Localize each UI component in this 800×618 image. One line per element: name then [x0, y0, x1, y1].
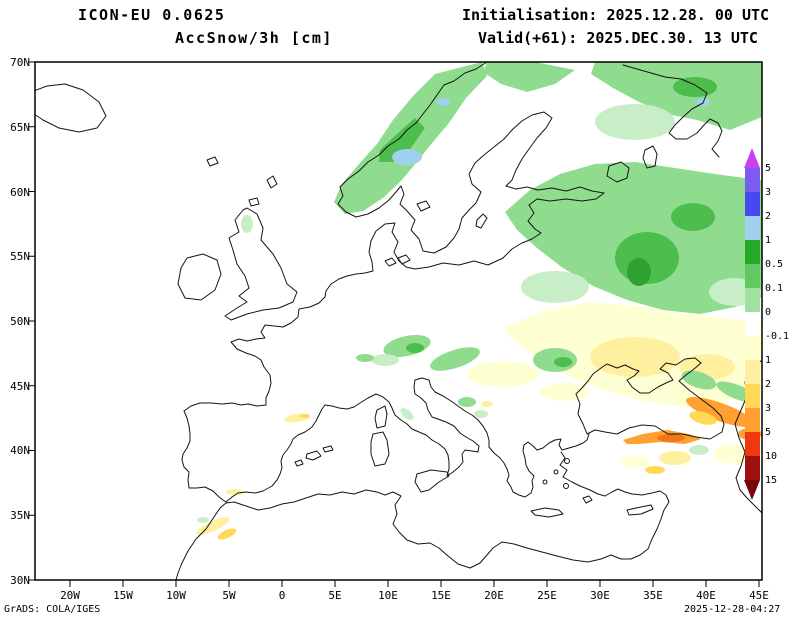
init-time-label: Initialisation: 2025.12.28. 00 UTC: [462, 6, 770, 24]
colorbar-label: 0.1: [765, 283, 784, 294]
colorbar-segment: [744, 408, 760, 432]
colorbar-label: 3: [765, 403, 772, 414]
lat-label: 70N: [10, 56, 30, 69]
variable-title: AccSnow/3h [cm]: [175, 29, 333, 47]
colorbar-label: 1: [765, 355, 772, 366]
lat-label: 45N: [10, 380, 30, 393]
lon-label: 15E: [431, 589, 451, 602]
lon-label: 45E: [749, 589, 769, 602]
colorbar: [744, 148, 760, 500]
lon-label: 10E: [378, 589, 398, 602]
colorbar-body: [744, 168, 760, 480]
lat-label: 50N: [10, 315, 30, 328]
coastlines-layer: [35, 62, 762, 580]
lon-label: 5W: [222, 589, 236, 602]
colorbar-arrow-down: [744, 480, 760, 500]
render-timestamp: 2025-12-28-04:27: [684, 604, 781, 615]
colorbar-segment: [744, 168, 760, 192]
colorbar-label: 0.5: [765, 259, 784, 270]
colorbar-segment: [744, 384, 760, 408]
colorbar-label: 1: [765, 235, 772, 246]
colorbar-label: 5: [765, 427, 772, 438]
lon-label: 15W: [113, 589, 133, 602]
lon-label: 0: [278, 589, 286, 602]
lat-label: 35N: [10, 509, 30, 522]
colorbar-label: 2: [765, 379, 772, 390]
lat-label: 55N: [10, 250, 30, 263]
colorbar-segment: [744, 312, 760, 336]
lon-label: 30E: [590, 589, 610, 602]
colorbar-label: 0: [765, 307, 772, 318]
lat-label: 40N: [10, 444, 30, 457]
snow-shading-layer: [196, 62, 762, 540]
colorbar-segment: [744, 288, 760, 312]
colorbar-label: 10: [765, 451, 778, 462]
lon-label: 20E: [484, 589, 504, 602]
lon-label: 25E: [537, 589, 557, 602]
colorbar-label: -0.1: [765, 331, 790, 342]
map-canvas: [35, 62, 762, 580]
colorbar-segment: [744, 192, 760, 216]
model-title: ICON-EU 0.0625: [78, 6, 226, 24]
lat-label: 30N: [10, 574, 30, 587]
axis-ticks: [28, 61, 760, 587]
colorbar-arrow-up: [744, 148, 760, 168]
lon-label: 35E: [643, 589, 663, 602]
colorbar-label: 5: [765, 163, 772, 174]
lon-label: 20W: [60, 589, 80, 602]
grads-credit: GrADS: COLA/IGES: [4, 604, 101, 615]
colorbar-segment: [744, 264, 760, 288]
colorbar-segment: [744, 216, 760, 240]
colorbar-label: 2: [765, 211, 772, 222]
lon-label: 10W: [166, 589, 186, 602]
colorbar-segment: [744, 360, 760, 384]
lat-label: 65N: [10, 121, 30, 134]
colorbar-segment: [744, 240, 760, 264]
colorbar-segment: [744, 432, 760, 456]
colorbar-segment: [744, 336, 760, 360]
lat-label: 60N: [10, 186, 30, 199]
lon-label: 5E: [328, 589, 342, 602]
colorbar-label: 15: [765, 475, 778, 486]
colorbar-segment: [744, 456, 760, 480]
colorbar-label: 3: [765, 187, 772, 198]
lon-label: 40E: [696, 589, 716, 602]
valid-time-label: Valid(+61): 2025.DEC.30. 13 UTC: [478, 29, 758, 47]
